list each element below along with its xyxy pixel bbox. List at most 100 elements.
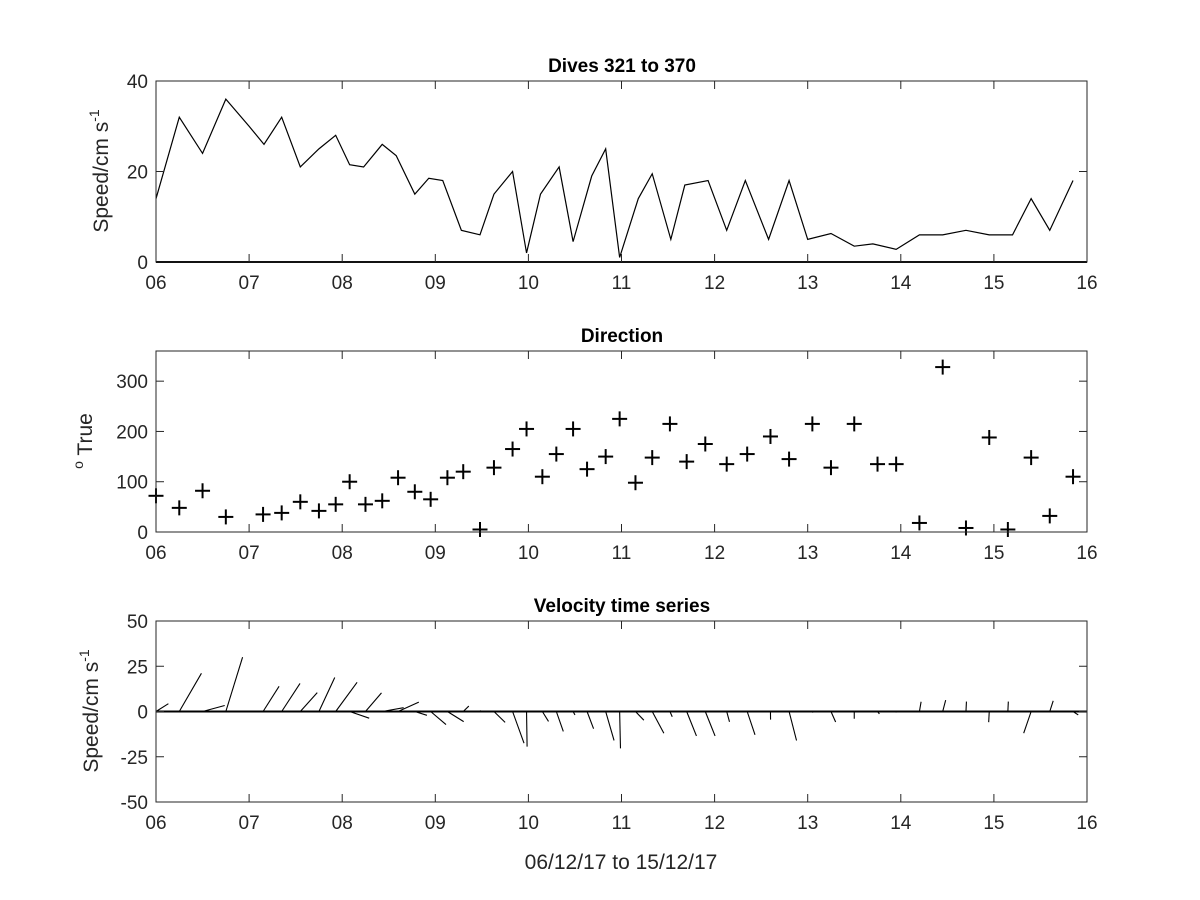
direction-point bbox=[423, 491, 439, 507]
direction-xtick-label: 06 bbox=[145, 543, 166, 564]
svg-text:Speed/cm s-1: Speed/cm s-1 bbox=[86, 109, 113, 233]
velocity-stick bbox=[830, 711, 837, 723]
direction-point bbox=[565, 421, 581, 437]
direction-point bbox=[888, 456, 904, 472]
direction-panel: Direction o True 06 07 08 09 10 11 12 13 14 15 160… bbox=[70, 326, 1098, 564]
speed-panel-title: Dives 321 to 370 bbox=[548, 56, 696, 77]
velocity-stick bbox=[651, 711, 665, 734]
direction-point bbox=[472, 521, 488, 537]
speed-series-line bbox=[155, 97, 1074, 258]
direction-xtick-label: 10 bbox=[518, 543, 539, 564]
direction-xtick-label: 12 bbox=[704, 543, 725, 564]
direction-panel-ylabel-main: True bbox=[74, 413, 97, 461]
speed-xtick-label: 12 bbox=[704, 273, 725, 294]
direction-xtick-label: 09 bbox=[425, 543, 446, 564]
velocity-stick bbox=[382, 707, 404, 713]
velocity-stick bbox=[669, 711, 673, 717]
velocity-stick bbox=[512, 711, 525, 744]
direction-point bbox=[719, 456, 735, 472]
direction-point bbox=[781, 451, 797, 467]
direction-point bbox=[519, 421, 535, 437]
velocity-stick bbox=[365, 692, 382, 712]
speed-xtick-label: 13 bbox=[797, 273, 818, 294]
direction-panel-marks bbox=[148, 359, 1081, 537]
velocity-panel-ylabel: Speed/cm s-1 bbox=[76, 649, 103, 773]
velocity-panel-xlabel: 06/12/17 to 15/12/17 bbox=[525, 851, 718, 874]
speed-xtick-label: 08 bbox=[332, 273, 353, 294]
velocity-stick bbox=[918, 701, 922, 712]
velocity-xtick-label: 13 bbox=[797, 813, 818, 834]
velocity-stick bbox=[572, 711, 576, 716]
direction-point bbox=[612, 411, 628, 427]
speed-xtick-label: 10 bbox=[518, 273, 539, 294]
velocity-panel: Velocity time series Speed/cm s-1 06 07 08… bbox=[76, 596, 1098, 874]
direction-point bbox=[486, 460, 502, 476]
direction-point bbox=[679, 454, 695, 470]
direction-ytick-label: 0 bbox=[137, 523, 148, 544]
velocity-panel-title: Velocity time series bbox=[534, 596, 710, 617]
velocity-stick bbox=[414, 710, 428, 716]
direction-panel-ylabel-sup: o bbox=[70, 461, 86, 469]
direction-point bbox=[823, 460, 839, 476]
velocity-ytick-label: 0 bbox=[137, 703, 148, 724]
velocity-stick bbox=[318, 677, 336, 712]
velocity-stick bbox=[1072, 711, 1079, 716]
direction-point bbox=[644, 450, 660, 466]
direction-point bbox=[598, 449, 614, 465]
direction-point bbox=[439, 470, 455, 486]
velocity-stick bbox=[225, 657, 244, 712]
velocity-stick bbox=[281, 683, 301, 712]
direction-xtick-label: 13 bbox=[797, 543, 818, 564]
speed-panel-ylabel-main: Speed/cm s bbox=[90, 122, 113, 233]
velocity-stick bbox=[462, 705, 470, 712]
velocity-stick bbox=[430, 711, 447, 725]
velocity-stick bbox=[619, 711, 622, 749]
velocity-xtick-label: 15 bbox=[983, 813, 1004, 834]
velocity-xtick-label: 16 bbox=[1076, 813, 1097, 834]
direction-point bbox=[1042, 508, 1058, 524]
speed-xtick-label: 14 bbox=[890, 273, 912, 294]
velocity-xtick-label: 08 bbox=[332, 813, 353, 834]
direction-point bbox=[505, 441, 521, 457]
direction-point bbox=[292, 494, 308, 510]
velocity-stick bbox=[178, 673, 202, 712]
velocity-stick bbox=[479, 710, 482, 712]
direction-point bbox=[627, 475, 643, 491]
velocity-stick bbox=[586, 711, 595, 729]
velocity-panel-marks bbox=[155, 657, 1087, 749]
direction-point bbox=[548, 446, 564, 462]
velocity-stick bbox=[942, 699, 947, 712]
svg-text:Speed/cm s-1: Speed/cm s-1 bbox=[76, 649, 103, 773]
speed-ytick-label: 20 bbox=[127, 163, 148, 184]
speed-xtick-label: 06 bbox=[145, 273, 166, 294]
direction-point bbox=[328, 496, 344, 512]
speed-ytick-label: 40 bbox=[127, 72, 148, 93]
velocity-ytick-label: -50 bbox=[121, 793, 148, 814]
svg-text:o True: o True bbox=[70, 413, 97, 469]
direction-point bbox=[762, 428, 778, 444]
velocity-stick bbox=[493, 711, 506, 723]
speed-panel-ylabel: Speed/cm s-1 bbox=[86, 109, 113, 233]
speed-ytick-label: 0 bbox=[137, 253, 148, 274]
velocity-panel-ylabel-sup: -1 bbox=[76, 649, 92, 662]
speed-xtick-label: 07 bbox=[239, 273, 260, 294]
velocity-stick bbox=[988, 711, 990, 723]
speed-panel-ylabel-sup: -1 bbox=[86, 109, 102, 122]
direction-panel-title: Direction bbox=[581, 326, 663, 347]
direction-ytick-label: 100 bbox=[116, 473, 148, 494]
velocity-stick bbox=[811, 711, 814, 713]
direction-point bbox=[342, 474, 358, 490]
velocity-stick bbox=[447, 711, 464, 723]
velocity-stick bbox=[202, 704, 225, 713]
direction-point bbox=[274, 505, 290, 521]
velocity-stick bbox=[349, 710, 370, 719]
velocity-stick bbox=[555, 711, 564, 732]
direction-point bbox=[311, 503, 327, 519]
direction-xtick-label: 16 bbox=[1076, 543, 1097, 564]
velocity-stick bbox=[704, 711, 716, 737]
velocity-xtick-label: 06 bbox=[145, 813, 166, 834]
velocity-ytick-label: 50 bbox=[127, 612, 148, 633]
direction-point bbox=[935, 359, 951, 375]
